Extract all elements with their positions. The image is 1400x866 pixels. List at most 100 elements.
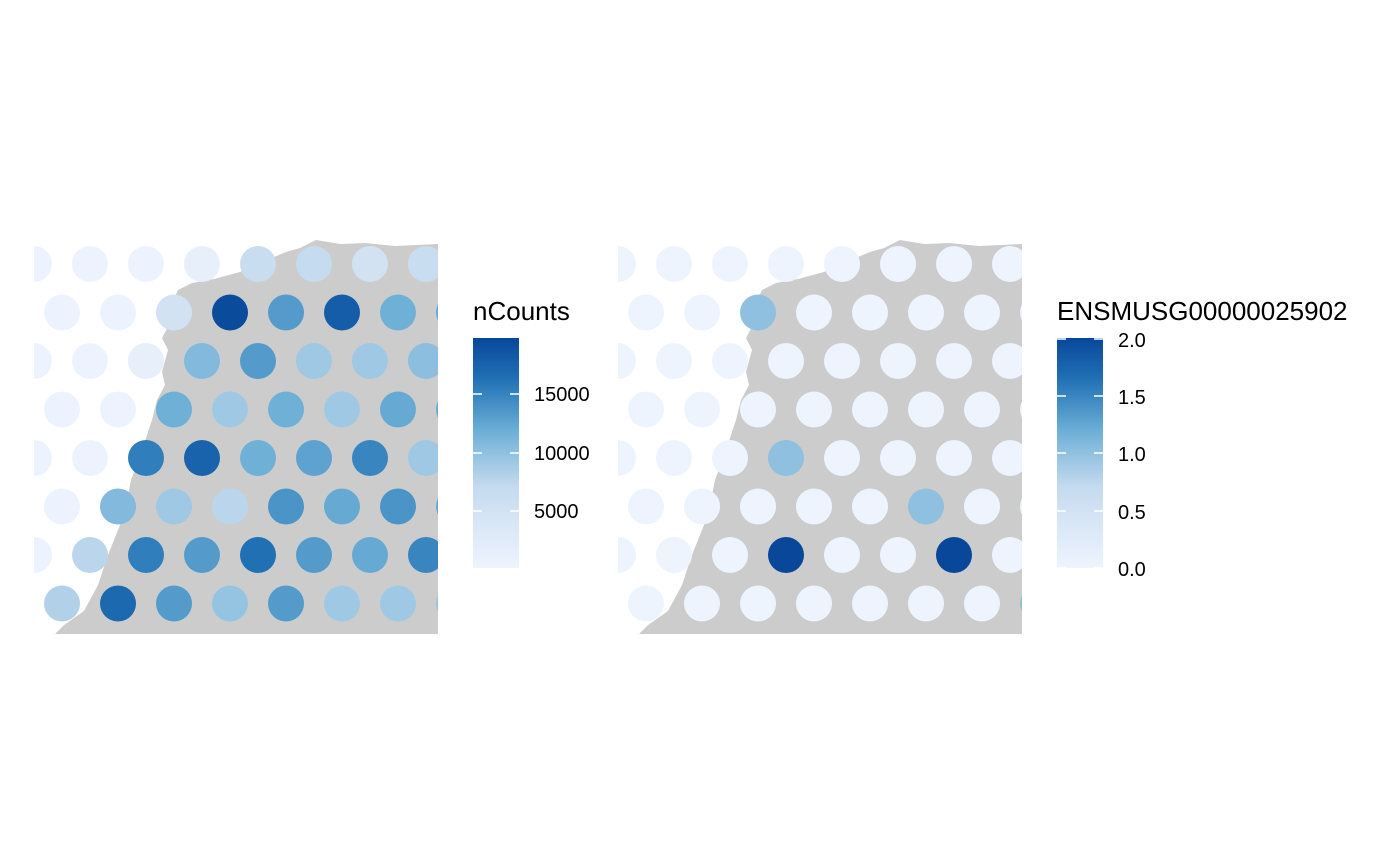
spot — [992, 343, 1022, 379]
spot — [156, 488, 192, 525]
spot — [908, 585, 944, 622]
spot — [380, 391, 416, 428]
colorbar-ticks: 5000 10000 15000 — [473, 384, 590, 523]
spot — [908, 294, 944, 331]
spot — [656, 343, 692, 379]
spot — [628, 391, 664, 428]
spot — [436, 595, 438, 612]
tick-label: 1.5 — [1118, 387, 1146, 409]
spot — [768, 537, 804, 573]
spot — [296, 343, 332, 379]
spot — [740, 294, 776, 331]
spot — [964, 294, 1000, 331]
spot — [796, 391, 832, 428]
panel-ensmusg00000025902: ENSMUSG00000025902 0.0 0.5 1.0 1.5 2.0 — [618, 240, 1348, 634]
spot — [72, 537, 108, 573]
spot — [656, 537, 692, 573]
panel-ncounts: nCounts 5000 10000 15000 — [34, 240, 590, 634]
tick-label: 1.0 — [1118, 444, 1146, 466]
spot — [936, 246, 972, 282]
spot — [964, 585, 1000, 622]
spot — [100, 585, 136, 622]
spot — [268, 488, 304, 525]
spot — [618, 440, 636, 476]
spot — [712, 440, 748, 476]
spot — [824, 537, 860, 573]
spot — [128, 246, 164, 282]
spot — [408, 440, 438, 476]
spot — [880, 343, 916, 379]
spot — [684, 294, 720, 331]
spot — [100, 391, 136, 428]
spot — [324, 585, 360, 622]
spot — [880, 537, 916, 573]
spot — [684, 391, 720, 428]
spot — [352, 246, 388, 282]
spot — [184, 246, 220, 282]
tick-label: 15000 — [534, 384, 590, 406]
spot — [1020, 595, 1022, 612]
spot — [1020, 304, 1022, 321]
spot — [684, 585, 720, 622]
spot — [436, 498, 438, 515]
spot — [740, 391, 776, 428]
spot — [936, 440, 972, 476]
spot — [408, 343, 438, 379]
spot — [992, 246, 1022, 282]
spot — [34, 343, 52, 379]
spot — [128, 343, 164, 379]
spot — [936, 537, 972, 573]
legend-title: ENSMUSG00000025902 — [1057, 296, 1348, 326]
spot — [72, 343, 108, 379]
spot — [156, 585, 192, 622]
legend-ensmusg00000025902: ENSMUSG00000025902 0.0 0.5 1.0 1.5 2.0 — [1057, 296, 1348, 581]
tissue-section — [55, 240, 438, 634]
spot — [618, 537, 636, 573]
spot — [268, 294, 304, 331]
spot — [796, 294, 832, 331]
spot — [352, 537, 388, 573]
spot — [296, 537, 332, 573]
spot — [408, 246, 438, 282]
spot — [212, 585, 248, 622]
spot — [618, 246, 636, 282]
spot — [628, 585, 664, 622]
spot — [156, 294, 192, 331]
spot — [128, 537, 164, 573]
spot — [852, 391, 888, 428]
spot — [296, 440, 332, 476]
spot — [852, 585, 888, 622]
spot — [768, 343, 804, 379]
spot — [128, 440, 164, 476]
spot — [72, 246, 108, 282]
spot — [684, 488, 720, 525]
spot — [240, 246, 276, 282]
spot — [1020, 401, 1022, 418]
spot — [852, 488, 888, 525]
spot — [212, 294, 248, 331]
spot — [100, 488, 136, 525]
spot — [1020, 498, 1022, 515]
tick-label: 10000 — [534, 443, 590, 465]
spot — [100, 294, 136, 331]
spot — [44, 585, 80, 622]
legend-ncounts: nCounts 5000 10000 15000 — [473, 296, 590, 568]
spot — [324, 391, 360, 428]
spot — [824, 440, 860, 476]
spot — [44, 488, 80, 525]
spot — [324, 294, 360, 331]
spot — [712, 343, 748, 379]
spot — [618, 343, 636, 379]
spot — [380, 488, 416, 525]
spot — [796, 585, 832, 622]
spot — [964, 391, 1000, 428]
spot — [908, 391, 944, 428]
spot — [352, 343, 388, 379]
spot — [824, 343, 860, 379]
tick-label: 2.0 — [1118, 330, 1146, 352]
spot — [768, 440, 804, 476]
spot — [992, 537, 1022, 573]
spot — [184, 440, 220, 476]
spot — [324, 488, 360, 525]
